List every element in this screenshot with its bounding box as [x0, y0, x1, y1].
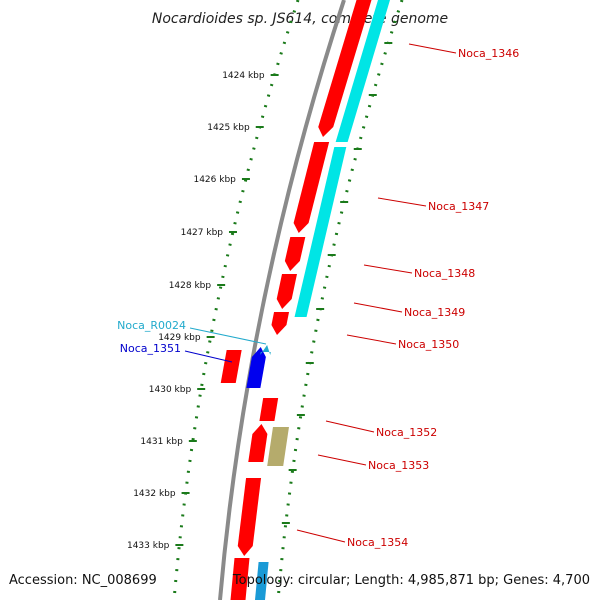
map-title: Nocardioides sp. JS614, complete genome — [152, 11, 448, 27]
kbp-ruler: 1424 kbp 1425 kbp 1426 kbp 1427 kbp 1428 kbp… — [127, 71, 265, 551]
gene-label-right: Noca_1354 — [347, 536, 408, 549]
leader-line-right — [363, 264, 413, 274]
cds-noca-1346 — [318, 0, 372, 137]
kbp-label: 1433 kbp — [127, 541, 170, 551]
kbp-label: 1425 kbp — [207, 123, 250, 133]
cds-noca-1352 — [248, 424, 268, 462]
kbp-label: 1426 kbp — [193, 175, 236, 185]
leader-line-right — [377, 197, 427, 207]
leader-line-left — [184, 350, 233, 363]
gene-label-right: Noca_1353 — [368, 459, 429, 472]
gene-labels: Noca_1346 Noca_1347 Noca_1348 Noca_1349 Noca… — [117, 47, 519, 549]
leader-line-right — [296, 529, 346, 543]
gene-label-right: Noca_1347 — [428, 200, 489, 213]
gene-features — [220, 0, 390, 600]
cds-noca-1347 — [293, 142, 330, 233]
kbp-label: 1427 kbp — [181, 228, 224, 238]
cds-noca-1351-pair — [220, 350, 242, 383]
gene-label-right: Noca_1348 — [414, 267, 475, 280]
kbp-label: 1430 kbp — [149, 385, 192, 395]
gene-label-right: Noca_1349 — [404, 306, 465, 319]
kbp-label: 1424 kbp — [222, 71, 265, 81]
leader-line-right — [408, 43, 457, 54]
leader-line-right — [325, 420, 375, 433]
accession-text: Accession: NC_008699 — [9, 573, 157, 588]
leader-line-left — [189, 327, 267, 345]
cds-bottom — [230, 558, 250, 600]
gene-label-right: Noca_1350 — [398, 338, 459, 351]
cds-noca-1354 — [237, 478, 262, 556]
kbp-label: 1428 kbp — [169, 281, 212, 291]
label-leader-lines — [184, 43, 457, 543]
rna-block-2 — [294, 147, 347, 317]
cds-noca-1348 — [284, 237, 306, 271]
cds-noca-1349 — [276, 274, 298, 309]
gene-label-right: Noca_1352 — [376, 426, 437, 439]
topology-text: Topology: circular; Length: 4,985,871 bp… — [232, 573, 590, 588]
gene-label-left: Noca_R0024 — [117, 319, 186, 332]
rrna-bottom — [255, 562, 269, 600]
gene-noca-r0024 — [260, 345, 271, 355]
genome-backbone — [218, 0, 346, 600]
leader-line-right — [353, 302, 403, 313]
gene-noca-1351 — [246, 347, 266, 388]
gene-label-left: Noca_1351 — [120, 342, 181, 355]
rna-block-1 — [335, 0, 390, 142]
gene-label-right: Noca_1346 — [458, 47, 519, 60]
kbp-label: 1429 kbp — [158, 333, 201, 343]
gene-noca-1353 — [267, 427, 289, 466]
tick-tracks — [172, 0, 404, 600]
kbp-label: 1431 kbp — [140, 437, 183, 447]
cds-noca-1350 — [271, 312, 290, 335]
leader-line-right — [346, 334, 397, 345]
leader-line-right — [317, 454, 367, 466]
cds-noca-1352a — [259, 398, 279, 421]
kbp-label: 1432 kbp — [133, 489, 176, 499]
